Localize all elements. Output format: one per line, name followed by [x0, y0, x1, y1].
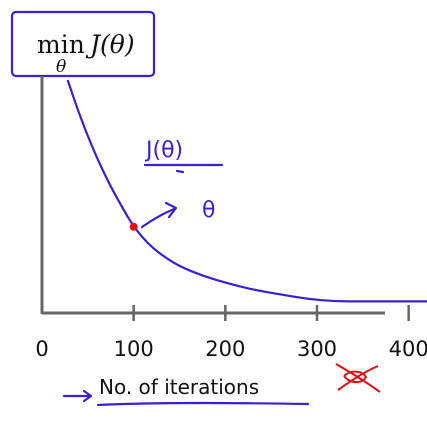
handwritten-j-theta-text: J(θ) [144, 138, 183, 163]
handwritten-j-theta-tick [175, 169, 185, 174]
arrow-theta-label: θ [202, 198, 215, 223]
cross-stroke-2 [337, 365, 379, 391]
cross-loop [343, 370, 368, 384]
xlabel-arrow [62, 389, 93, 403]
x-tick-label-100: 100 [114, 337, 154, 361]
arrow-shaft [140, 207, 176, 229]
crossed-out-400-mark: 400 [335, 363, 381, 393]
title-expression: J(θ) [85, 30, 135, 59]
cost-curve [66, 79, 427, 303]
highlight-point [129, 222, 138, 231]
title-operator: min [37, 30, 85, 59]
x-axis-label: No. of iterations [99, 375, 259, 399]
arrow-head [164, 201, 178, 219]
chart-title: min θ J(θ) [10, 10, 156, 78]
x-tick-labels: 0 100 200 300 400 [35, 337, 427, 361]
xlabel-underline [96, 401, 310, 407]
handwritten-arrow-theta: θ [140, 198, 215, 229]
x-tick-label-300: 300 [297, 337, 337, 361]
title-box [10, 10, 156, 78]
x-ticks [132, 305, 410, 321]
title-subscript: θ [56, 57, 66, 77]
x-tick-label-400: 400 [389, 337, 427, 361]
x-tick-label-200: 200 [205, 337, 245, 361]
handwritten-j-theta: J(θ) [143, 138, 224, 174]
x-axis-label-group: No. of iterations [62, 375, 310, 407]
x-tick-label-0: 0 [35, 337, 48, 361]
